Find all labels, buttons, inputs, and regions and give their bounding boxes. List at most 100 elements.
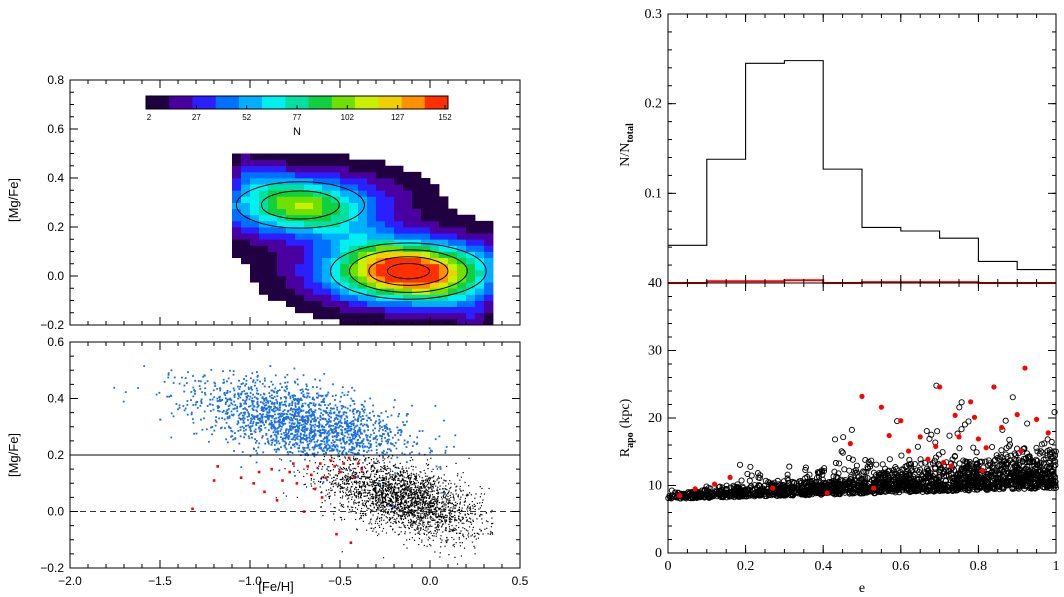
point-low-alpha [365,514,367,517]
point-high-alpha [242,421,245,424]
point-high-alpha [362,405,365,408]
point-high-alpha [285,428,288,431]
point-low-alpha [398,496,400,498]
point-low-alpha [361,471,363,473]
point-high-alpha [199,418,202,421]
point-high-alpha [278,412,281,415]
point-low-alpha [429,505,431,507]
density-cell [421,269,431,277]
point-low-alpha [437,496,439,498]
point-high-alpha [355,445,358,448]
point-high-alpha [287,417,290,419]
point-low-alpha [388,485,390,487]
point-low-alpha [409,510,411,512]
density-cells [232,153,494,326]
point-low-alpha [341,486,343,488]
point-high-alpha [230,429,233,432]
point-high-alpha [349,439,352,442]
density-cell [322,196,332,203]
point-low-alpha [389,474,391,476]
point-low-alpha [366,509,368,511]
point-low-alpha [428,511,430,513]
point-low-alpha [472,507,474,509]
point-low-alpha [381,497,384,499]
point-low-alpha [388,513,390,515]
point-low-alpha [414,490,416,492]
point-low-alpha [418,507,420,509]
density-cell [304,282,314,289]
point-high-alpha [274,428,277,430]
point-high-alpha [287,453,290,456]
point-low-alpha [390,521,392,524]
density-cell [439,251,449,259]
density-cell [259,178,269,185]
point-low-alpha [383,509,385,511]
point-high-alpha [204,382,207,385]
point-high-alpha [434,438,437,441]
point-low-alpha [403,497,405,499]
density-cell [277,288,287,295]
point-low-alpha [332,485,334,488]
point-low-alpha [424,501,427,503]
point-high-alpha [277,390,279,392]
point-low-alpha [376,534,379,537]
point-low-alpha [415,490,417,492]
point-low-alpha [449,528,451,530]
point-low-alpha [347,505,349,507]
point-low-alpha [437,507,440,509]
point-low-alpha [357,476,360,478]
point-low-alpha [413,512,415,514]
point-high-alpha [334,426,337,428]
point-high-alpha [337,434,340,437]
point-high-alpha [324,429,327,432]
point-low-alpha [351,481,353,483]
point-low-alpha [480,530,482,532]
point-low-alpha [386,504,388,507]
density-cell [304,178,314,185]
density-cell [439,208,449,216]
point-low-alpha [373,467,375,469]
point-low-alpha [362,512,365,514]
density-cell [349,184,359,191]
point-high-alpha [247,405,250,408]
point-high-alpha [298,419,301,422]
point-high-alpha [326,437,329,440]
point-low-alpha [352,483,354,485]
point-high-alpha [350,425,353,428]
point-low-alpha [336,477,338,480]
density-cell [331,282,341,289]
point-low-alpha [398,520,400,522]
point-low-alpha [456,563,459,565]
point-low-alpha [361,466,364,468]
point-high-alpha [300,410,303,413]
point-high-alpha [293,394,295,397]
point-low-alpha [425,497,428,499]
point-low-alpha [390,483,392,485]
point-low-alpha [462,533,464,535]
point-high-alpha [265,408,267,411]
point-low-alpha [409,481,411,483]
point-low-alpha [387,487,389,489]
point-low-alpha [373,484,375,486]
point-high-alpha [265,399,268,401]
point-high-alpha [320,440,323,442]
point-high-alpha [296,402,299,405]
density-cell [295,245,305,252]
point-low-alpha [398,510,400,512]
point-high-alpha [384,427,386,429]
density-cell [268,251,278,259]
point-high-alpha [275,442,278,444]
point-high-alpha [291,394,294,397]
point-high-alpha [238,379,240,382]
density-cell [412,288,422,295]
point-low-alpha [439,485,441,487]
point-low-alpha [474,547,476,549]
point-high-alpha [274,409,277,412]
point-low-alpha [400,531,402,533]
point-low-alpha [403,476,405,478]
point-low-alpha [363,473,365,475]
point-high-alpha [350,449,353,451]
point-low-alpha [491,532,493,534]
point-low-alpha [349,508,351,511]
point-low-alpha [405,507,408,509]
